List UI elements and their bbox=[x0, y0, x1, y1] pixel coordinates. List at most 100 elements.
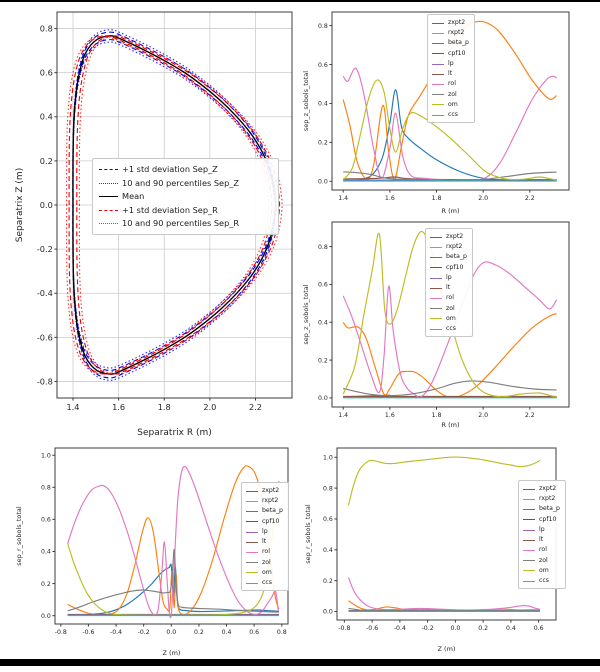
separatrix-profile-legend: +1 std deviation Sep_Z 10 and 90 percenti… bbox=[92, 158, 279, 235]
x-tick-label: 2.0 bbox=[203, 402, 216, 412]
legend-entry: zxpt2 bbox=[430, 232, 467, 242]
legend-entry: zxpt2 bbox=[246, 486, 283, 496]
legend-label: lt bbox=[446, 284, 451, 292]
legend-line-sample-icon bbox=[432, 84, 444, 86]
legend-entry: ccs bbox=[523, 576, 560, 586]
x-axis-label: R (m) bbox=[442, 421, 460, 429]
legend-entry: +1 std deviation Sep_Z bbox=[99, 163, 271, 177]
legend-line-sample-icon bbox=[246, 582, 258, 584]
legend-label: ccs bbox=[448, 111, 459, 119]
legend-entry: zol bbox=[432, 90, 469, 100]
legend-entry: lp bbox=[432, 59, 469, 69]
x-tick-label: -0.6 bbox=[82, 629, 94, 636]
legend-entry: om bbox=[246, 568, 283, 578]
legend-label: +1 std deviation Sep_R bbox=[122, 204, 218, 215]
y-tick-label: -0.6 bbox=[37, 332, 53, 342]
legend-label: lp bbox=[539, 525, 545, 533]
legend-label: beta_p bbox=[539, 505, 560, 513]
legend-line-sample-icon bbox=[246, 541, 258, 543]
legend-label: rol bbox=[446, 294, 454, 302]
legend-entry: lt bbox=[523, 535, 560, 545]
legend-entry: rxpt2 bbox=[246, 496, 283, 506]
legend-label: rol bbox=[539, 546, 547, 554]
legend-entry: rxpt2 bbox=[432, 28, 469, 38]
legend-entry: beta_p bbox=[430, 252, 467, 262]
sep-r-sobols-right-legend: zxpt2 rxpt2 beta_p cpf10 lp lt rol zol om ccs bbox=[518, 480, 566, 590]
x-tick-label: 2.0 bbox=[478, 412, 488, 419]
y-tick-label: 0.6 bbox=[41, 517, 51, 524]
legend-label: 10 and 90 percentiles Sep_Z bbox=[122, 177, 239, 188]
y-tick-label: -0.8 bbox=[37, 376, 53, 386]
legend-label: rxpt2 bbox=[448, 29, 465, 37]
legend-line-sample-icon bbox=[99, 223, 118, 225]
legend-line-sample-icon bbox=[430, 236, 442, 238]
legend-label: cpf10 bbox=[539, 515, 557, 523]
legend-label: beta_p bbox=[446, 253, 467, 261]
legend-line-sample-icon bbox=[432, 104, 444, 106]
legend-line-sample-icon bbox=[246, 500, 258, 502]
sep-z-sobols-lower-legend: zxpt2 rxpt2 beta_p cpf10 lp lt rol zol om ccs bbox=[425, 228, 473, 338]
x-tick-label: 1.4 bbox=[338, 195, 348, 202]
legend-line-sample-icon bbox=[432, 43, 444, 45]
legend-label: cpf10 bbox=[446, 263, 464, 271]
legend-line-sample-icon bbox=[523, 509, 535, 511]
x-tick-label: -0.2 bbox=[422, 625, 434, 632]
legend-line-sample-icon bbox=[99, 196, 118, 198]
legend-label: zxpt2 bbox=[262, 487, 280, 494]
legend-line-sample-icon bbox=[432, 53, 444, 55]
legend-label: zol bbox=[446, 304, 455, 312]
legend-label: lp bbox=[262, 527, 268, 535]
y-tick-label: 0.8 bbox=[318, 23, 328, 30]
legend-entry: zol bbox=[430, 304, 467, 314]
legend-entry: cpf10 bbox=[430, 263, 467, 273]
legend-label: rol bbox=[448, 80, 456, 88]
legend-line-sample-icon bbox=[432, 32, 444, 34]
legend-label: 10 and 90 percentiles Sep_R bbox=[122, 218, 240, 229]
legend-label: rol bbox=[262, 548, 270, 556]
legend-line-sample-icon bbox=[523, 580, 535, 582]
legend-line-sample-icon bbox=[246, 490, 258, 492]
x-tick-label: 1.6 bbox=[385, 195, 395, 202]
x-tick-label: -0.6 bbox=[366, 625, 378, 632]
y-tick-label: -0.2 bbox=[37, 244, 53, 254]
legend-label: ccs bbox=[539, 577, 550, 585]
legend-line-sample-icon bbox=[430, 298, 442, 300]
legend-line-sample-icon bbox=[523, 498, 535, 500]
legend-entry: rol bbox=[430, 293, 467, 303]
legend-label: zol bbox=[262, 558, 271, 566]
legend-entry: lp bbox=[246, 527, 283, 537]
x-tick-label: 1.4 bbox=[66, 402, 79, 412]
legend-entry: lt bbox=[432, 69, 469, 79]
x-tick-label: -0.8 bbox=[55, 629, 67, 636]
legend-entry: zxpt2 bbox=[523, 484, 560, 494]
legend-entry: ccs bbox=[430, 324, 467, 334]
legend-label: lp bbox=[446, 273, 452, 281]
y-tick-label: 1.0 bbox=[323, 454, 333, 461]
y-tick-label: 0.8 bbox=[40, 23, 53, 33]
legend-line-sample-icon bbox=[430, 308, 442, 310]
x-tick-label: 0.2 bbox=[194, 629, 204, 636]
legend-line-sample-icon bbox=[246, 511, 258, 513]
y-axis-label: Separatrix Z (m) bbox=[15, 168, 25, 242]
legend-label: cpf10 bbox=[448, 49, 466, 57]
legend-label: cpf10 bbox=[262, 517, 280, 525]
legend-label: om bbox=[262, 568, 272, 576]
x-axis-label: R (m) bbox=[442, 207, 460, 215]
legend-label: ccs bbox=[262, 579, 273, 587]
legend-label: rxpt2 bbox=[262, 497, 279, 505]
legend-entry: beta_p bbox=[246, 506, 283, 516]
x-tick-label: 2.2 bbox=[249, 402, 262, 412]
legend-line-sample-icon bbox=[99, 182, 118, 184]
legend-label: zol bbox=[448, 90, 457, 98]
x-tick-label: 1.8 bbox=[432, 195, 442, 202]
legend-line-sample-icon bbox=[246, 521, 258, 523]
legend-line-sample-icon bbox=[430, 287, 442, 289]
legend-entry: rxpt2 bbox=[430, 242, 467, 252]
legend-entry: +1 std deviation Sep_R bbox=[99, 204, 271, 218]
legend-entry: rol bbox=[523, 545, 560, 555]
y-tick-label: 0.2 bbox=[41, 581, 51, 588]
legend-label: ccs bbox=[446, 325, 457, 333]
legend-label: zol bbox=[539, 556, 548, 564]
y-tick-label: 0.8 bbox=[41, 485, 51, 492]
